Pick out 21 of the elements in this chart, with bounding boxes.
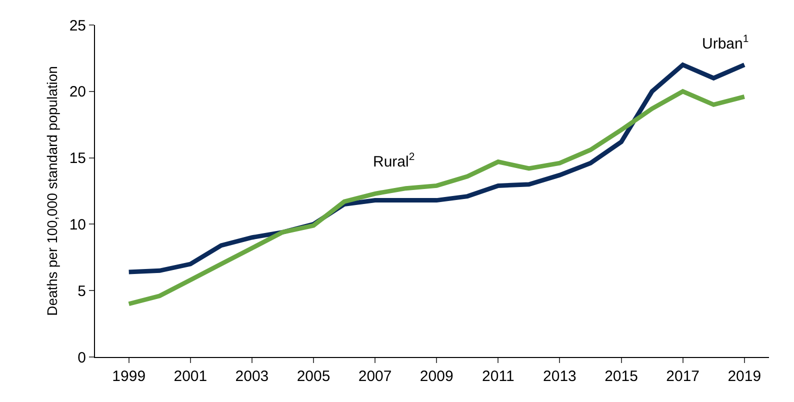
y-tick-label: 0 [78, 349, 86, 366]
y-tick-label: 10 [69, 216, 86, 234]
x-tick-label: 2001 [174, 368, 208, 385]
x-tick-label: 2011 [482, 368, 514, 385]
x-tick-label: 2013 [543, 368, 576, 385]
x-tick-label: 2003 [235, 368, 269, 385]
series-label: Rural$^{2}$ [373, 151, 415, 170]
y-tick-label: 25 [69, 17, 86, 34]
x-tick-label: 1999 [112, 368, 146, 385]
y-axis-title: Deaths per 100,000 standard population [44, 66, 60, 316]
x-tick-label: 2015 [604, 368, 638, 385]
series-label: Urban$^{1}$ [702, 33, 749, 52]
y-tick-label: 5 [78, 282, 86, 300]
x-tick-label: 2009 [420, 368, 454, 385]
x-tick-label: 2007 [358, 368, 392, 385]
x-tick-label: 2019 [728, 368, 762, 385]
x-tick-label: 2017 [666, 368, 700, 385]
x-tick-label: 2005 [296, 368, 330, 385]
y-tick-label: 20 [69, 84, 86, 101]
line-series [126, 89, 747, 306]
y-tick-label: 15 [69, 150, 86, 168]
